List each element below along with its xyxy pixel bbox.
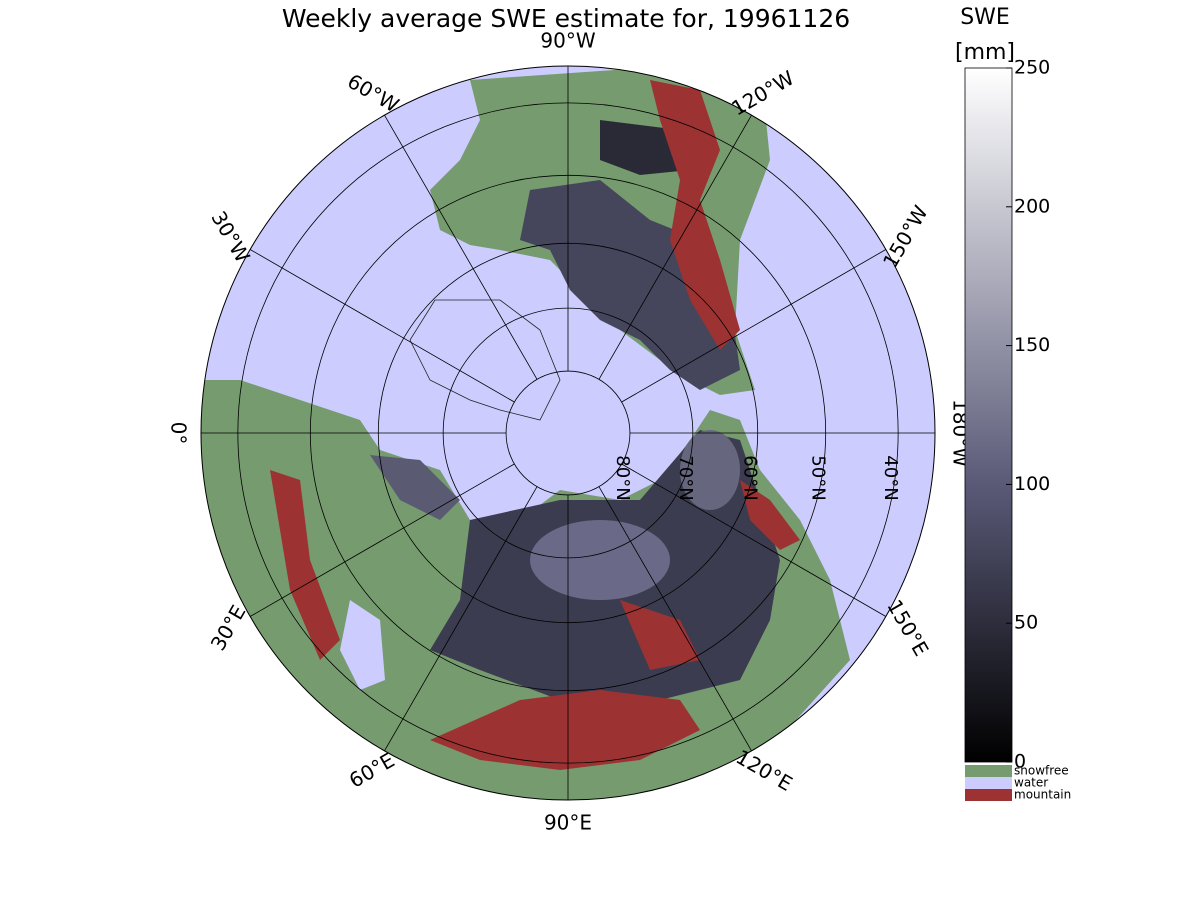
snow: [520, 180, 740, 390]
parallel-label: 60°N: [740, 455, 761, 500]
mountain: [620, 600, 700, 670]
legend-swatch: [965, 777, 1012, 789]
mountain: [430, 690, 700, 770]
colorbar-unit: [mm]: [955, 40, 1015, 65]
graticule: [201, 66, 935, 800]
legend-label: snowfree: [1014, 764, 1069, 778]
parallel-label: 40°N: [880, 455, 901, 500]
meridian: [598, 114, 752, 380]
map-border: [200, 65, 936, 801]
meridian: [249, 249, 515, 403]
meridian: [621, 249, 887, 403]
colorbar-tick-label: 250: [1014, 57, 1050, 79]
colorbar-tick-label: 0: [1014, 751, 1026, 773]
legend-label: water: [1014, 776, 1048, 790]
colorbar-tick-label: 200: [1014, 195, 1050, 217]
colorbar-tick-label: 100: [1014, 473, 1050, 495]
legend-label: mountain: [1014, 788, 1071, 802]
parallel-label: 50°N: [808, 455, 829, 500]
colorbar: [964, 67, 1013, 763]
colorbar-label: SWE: [960, 5, 1010, 30]
snow: [680, 430, 740, 510]
colorbar-tick-label: 150: [1014, 334, 1050, 356]
meridian: [621, 463, 887, 617]
parallel-label: 70°N: [675, 455, 696, 500]
parallel-label: 80°N: [612, 455, 633, 500]
meridian: [249, 463, 515, 617]
meridian: [384, 486, 538, 752]
mountain: [650, 80, 740, 350]
legend-swatch: [965, 765, 1012, 777]
coastline: [409, 299, 561, 421]
map-title: Weekly average SWE estimate for, 1996112…: [282, 4, 850, 33]
mountain: [270, 470, 340, 660]
snow: [530, 520, 670, 600]
meridian: [384, 114, 538, 380]
meridian-label: 90°W: [540, 29, 595, 53]
legend-swatch: [965, 789, 1012, 801]
meridian: [598, 486, 752, 752]
snow: [370, 455, 460, 520]
colorbar-tick-label: 50: [1014, 612, 1038, 634]
mountain: [740, 480, 800, 550]
map-disk: [201, 66, 935, 800]
meridian-label: 0°: [167, 422, 191, 445]
water-body: [340, 600, 385, 690]
meridian-label: 90°E: [544, 811, 592, 835]
